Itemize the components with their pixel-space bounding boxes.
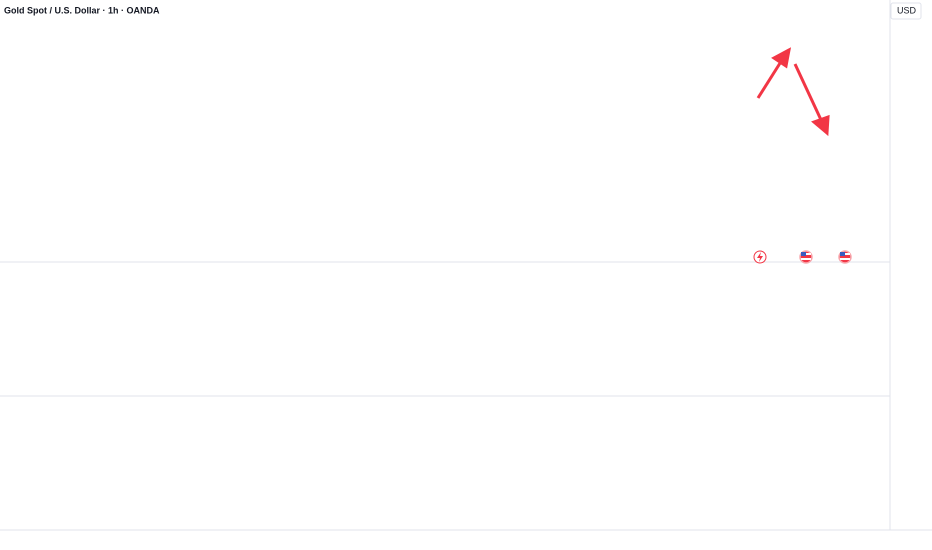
- arrow-head: [771, 47, 792, 69]
- flag-canton: [840, 252, 845, 256]
- chart-title: Gold Spot / U.S. Dollar · 1h · OANDA: [4, 5, 160, 15]
- flag-stripe: [840, 258, 850, 260]
- currency[interactable]: USD: [897, 5, 917, 15]
- flag-canton: [801, 252, 806, 256]
- flag-stripe: [801, 258, 811, 260]
- drawing-arrows: [756, 47, 830, 137]
- arrow-up: [756, 59, 784, 99]
- lightning: [757, 252, 763, 262]
- event-icons[interactable]: [753, 250, 852, 264]
- arrow-head: [811, 114, 830, 137]
- arrow-down: [793, 63, 824, 123]
- currency-box[interactable]: [890, 2, 922, 20]
